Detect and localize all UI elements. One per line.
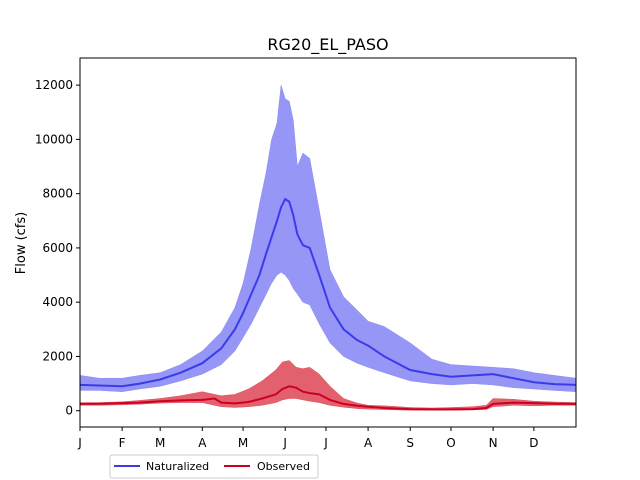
x-tick-label: A [198,436,207,450]
x-tick-label: M [238,436,248,450]
x-tick-label: J [323,436,328,450]
series-lines [79,197,577,411]
legend: Naturalized Observed [109,454,319,479]
x-tick-label: F [119,436,126,450]
y-tick-label: 10000 [35,132,73,146]
x-tick-label: J [77,436,82,450]
band-naturalized [79,85,577,392]
line-observed [79,385,577,411]
plot-frame [79,57,577,428]
x-tick-label: O [446,436,455,450]
line-naturalized [79,197,577,388]
y-tick-label: 0 [65,404,73,418]
x-tick-label: M [155,436,165,450]
legend-label-observed: Observed [257,460,310,473]
x-tick-label: A [364,436,373,450]
y-axis-title: Flow (cfs) [14,212,29,274]
y-axis: 0 2000 4000 6000 8000 10000 12000 [35,78,80,418]
y-tick-label: 8000 [42,187,73,201]
y-tick-label: 2000 [42,349,73,363]
y-tick-label: 4000 [42,295,73,309]
x-tick-label: S [406,436,414,450]
legend-box [109,454,319,479]
x-tick-label: N [489,436,498,450]
series-bands [79,85,577,411]
x-tick-label: J [282,436,287,450]
legend-label-naturalized: Naturalized [146,460,209,473]
y-tick-label: 12000 [35,78,73,92]
x-tick-label: D [529,436,538,450]
chart-title: RG20_EL_PASO [267,35,388,55]
y-tick-label: 6000 [42,241,73,255]
